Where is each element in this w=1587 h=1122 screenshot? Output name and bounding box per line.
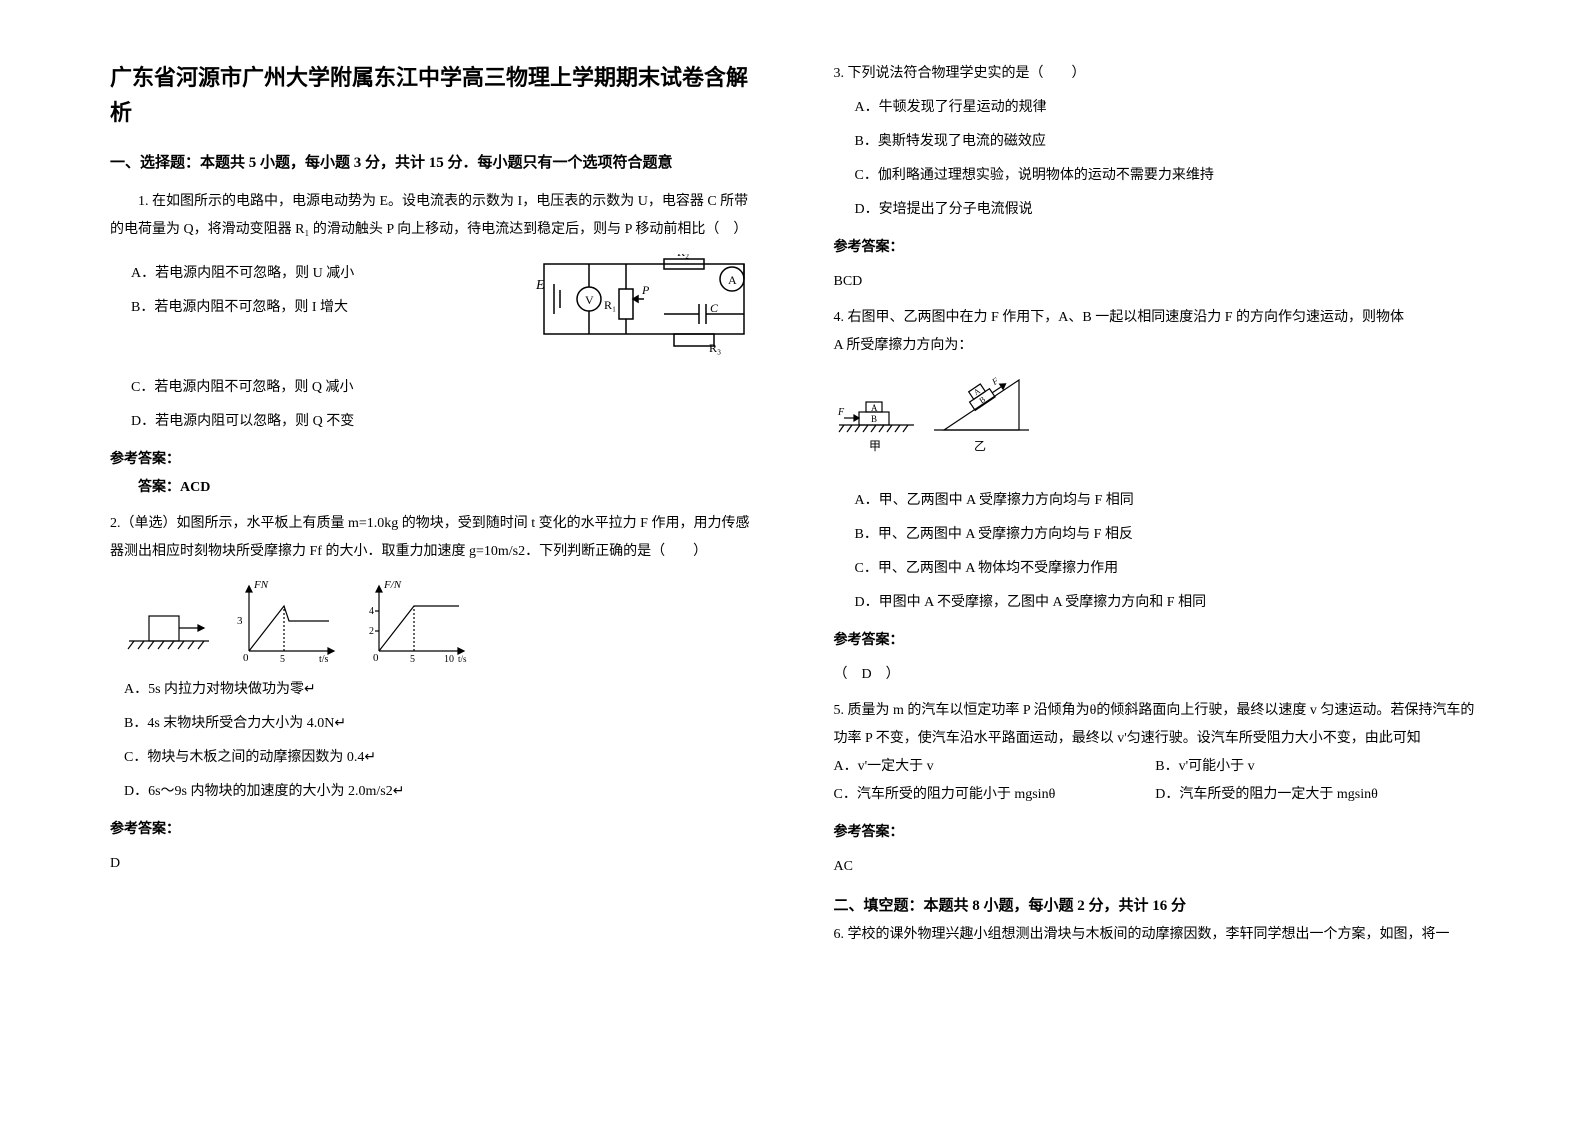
- svg-text:A: A: [728, 273, 737, 287]
- q2-opt-c: C．物块与木板之间的动摩擦因数为 0.4↵: [124, 744, 754, 772]
- q4-opt-c: C．甲、乙两图中 A 物体均不受摩擦力作用: [855, 555, 1478, 583]
- q1-answer-label: 参考答案：: [110, 446, 754, 474]
- q4-figure: A B F 甲 A B F 乙: [834, 370, 1034, 460]
- svg-text:E: E: [535, 278, 545, 293]
- svg-text:0: 0: [243, 652, 249, 664]
- svg-text:B: B: [871, 414, 877, 424]
- svg-text:P: P: [641, 283, 650, 297]
- q5-opt-d: D．汽车所受的阻力一定大于 mgsinθ: [1155, 781, 1477, 809]
- svg-text:乙: 乙: [974, 439, 986, 453]
- svg-text:A: A: [871, 403, 878, 413]
- q1-opt-c: C．若电源内阻不可忽略，则 Q 减小: [131, 374, 754, 402]
- q1-options-top: A．若电源内阻不可忽略，则 U 减小 B．若电源内阻不可忽略，则 I 增大: [110, 254, 534, 328]
- q3-answer: BCD: [834, 268, 1478, 296]
- q5-answer: AC: [834, 853, 1478, 881]
- q3-opt-b: B．奥斯特发现了电流的磁效应: [855, 128, 1478, 156]
- q5-opt-c: C．汽车所受的阻力可能小于 mgsinθ: [834, 781, 1156, 809]
- q5-opts-row2: C．汽车所受的阻力可能小于 mgsinθ D．汽车所受的阻力一定大于 mgsin…: [834, 781, 1478, 809]
- q4-opt-d: D．甲图中 A 不受摩擦，乙图中 A 受摩擦力方向和 F 相同: [855, 589, 1478, 617]
- q1-figure-row: A．若电源内阻不可忽略，则 U 减小 B．若电源内阻不可忽略，则 I 增大 E …: [110, 254, 754, 364]
- circuit-diagram: E V R₁ P R₂: [534, 254, 754, 364]
- q2-opt-b: B．4s 末物块所受合力大小为 4.0N↵: [124, 710, 754, 738]
- q3-opt-d: D．安培提出了分子电流假说: [855, 196, 1478, 224]
- q3-stem: 3. 下列说法符合物理学史实的是（ ）: [834, 60, 1478, 88]
- q6-stem: 6. 学校的课外物理兴趣小组想测出滑块与木板间的动摩擦因数，李轩同学想出一个方案…: [834, 921, 1478, 949]
- q2-opt-d: D．6s～9s 内物块的加速度的大小为 2.0m/s2↵: [124, 778, 754, 806]
- question-6: 6. 学校的课外物理兴趣小组想测出滑块与木板间的动摩擦因数，李轩同学想出一个方案…: [834, 921, 1478, 949]
- q2-answer-label: 参考答案：: [110, 816, 754, 844]
- q4-stem-2: A 所受摩擦力方向为：: [834, 332, 1478, 360]
- q4-stem-1: 4. 右图甲、乙两图中在力 F 作用下，A、B 一起以相同速度沿力 F 的方向作…: [834, 304, 1478, 332]
- q1-opt-a: A．若电源内阻不可忽略，则 U 减小: [131, 260, 534, 288]
- q2-graphs: FN 0 3 5 t/s F/N 0: [124, 576, 754, 666]
- question-3: 3. 下列说法符合物理学史实的是（ ） A．牛顿发现了行星运动的规律 B．奥斯特…: [834, 60, 1478, 296]
- q2-opt-a: A．5s 内拉力对物块做功为零↵: [124, 676, 754, 704]
- q5-opt-a: A．v'一定大于 v: [834, 753, 1156, 781]
- svg-text:F: F: [989, 375, 1000, 387]
- q4-answer: （ D ）: [834, 661, 1478, 689]
- svg-text:0: 0: [373, 652, 379, 664]
- right-column: 3. 下列说法符合物理学史实的是（ ） A．牛顿发现了行星运动的规律 B．奥斯特…: [794, 60, 1498, 1062]
- q5-stem: 5. 质量为 m 的汽车以恒定功率 P 沿倾角为θ的倾斜路面向上行驶，最终以速度…: [834, 697, 1478, 753]
- q3-opt-a: A．牛顿发现了行星运动的规律: [855, 94, 1478, 122]
- question-1: 1. 在如图所示的电路中，电源电动势为 E。设电流表的示数为 I，电压表的示数为…: [110, 188, 754, 502]
- svg-text:3: 3: [237, 615, 243, 627]
- svg-text:R₂: R₂: [677, 254, 689, 259]
- svg-text:R₁: R₁: [604, 298, 616, 312]
- question-5: 5. 质量为 m 的汽车以恒定功率 P 沿倾角为θ的倾斜路面向上行驶，最终以速度…: [834, 697, 1478, 881]
- q5-answer-label: 参考答案：: [834, 819, 1478, 847]
- svg-text:t/s: t/s: [319, 654, 329, 665]
- svg-text:5: 5: [280, 654, 285, 665]
- section-1-header: 一、选择题：本题共 5 小题，每小题 3 分，共计 15 分．每小题只有一个选项…: [110, 148, 754, 178]
- svg-text:R₃: R₃: [709, 341, 721, 355]
- document-title: 广东省河源市广州大学附属东江中学高三物理上学期期末试卷含解析: [110, 60, 754, 130]
- question-2: 2.（单选）如图所示，水平板上有质量 m=1.0kg 的物块，受到随时间 t 变…: [110, 510, 754, 878]
- q5-opts-row1: A．v'一定大于 v B．v'可能小于 v: [834, 753, 1478, 781]
- q2-f-graph: F/N 0 2 4 5 10 t/s: [364, 576, 474, 666]
- svg-text:t/s: t/s: [458, 654, 467, 664]
- q1-stem: 1. 在如图所示的电路中，电源电动势为 E。设电流表的示数为 I，电压表的示数为…: [110, 188, 754, 244]
- svg-text:FN: FN: [253, 579, 269, 591]
- q3-answer-label: 参考答案：: [834, 234, 1478, 262]
- q4-opt-b: B．甲、乙两图中 A 受摩擦力方向均与 F 相反: [855, 521, 1478, 549]
- q1-opt-b: B．若电源内阻不可忽略，则 I 增大: [131, 294, 534, 322]
- q1-answer: 答案：ACD: [138, 474, 754, 502]
- question-4: 4. 右图甲、乙两图中在力 F 作用下，A、B 一起以相同速度沿力 F 的方向作…: [834, 304, 1478, 689]
- svg-text:F/N: F/N: [383, 579, 402, 591]
- svg-text:5: 5: [410, 654, 415, 665]
- q2-answer: D: [110, 850, 754, 878]
- left-column: 广东省河源市广州大学附属东江中学高三物理上学期期末试卷含解析 一、选择题：本题共…: [90, 60, 794, 1062]
- section-2-header: 二、填空题：本题共 8 小题，每小题 2 分，共计 16 分: [834, 891, 1478, 921]
- svg-text:C: C: [710, 301, 719, 315]
- q2-stem: 2.（单选）如图所示，水平板上有质量 m=1.0kg 的物块，受到随时间 t 变…: [110, 510, 754, 566]
- svg-text:4: 4: [369, 606, 374, 617]
- svg-text:甲: 甲: [869, 439, 881, 453]
- q4-opt-a: A．甲、乙两图中 A 受摩擦力方向均与 F 相同: [855, 487, 1478, 515]
- q2-block-svg: [124, 576, 214, 666]
- q3-opt-c: C．伽利略通过理想实验，说明物体的运动不需要力来维持: [855, 162, 1478, 190]
- svg-text:10: 10: [444, 654, 454, 665]
- q4-answer-label: 参考答案：: [834, 627, 1478, 655]
- q2-ff-graph: FN 0 3 5 t/s: [234, 576, 344, 666]
- svg-text:2: 2: [369, 626, 374, 637]
- svg-text:F: F: [837, 407, 845, 418]
- q5-opt-b: B．v'可能小于 v: [1155, 753, 1477, 781]
- svg-text:V: V: [585, 293, 594, 307]
- q1-opt-d: D．若电源内阻可以忽略，则 Q 不变: [131, 408, 754, 436]
